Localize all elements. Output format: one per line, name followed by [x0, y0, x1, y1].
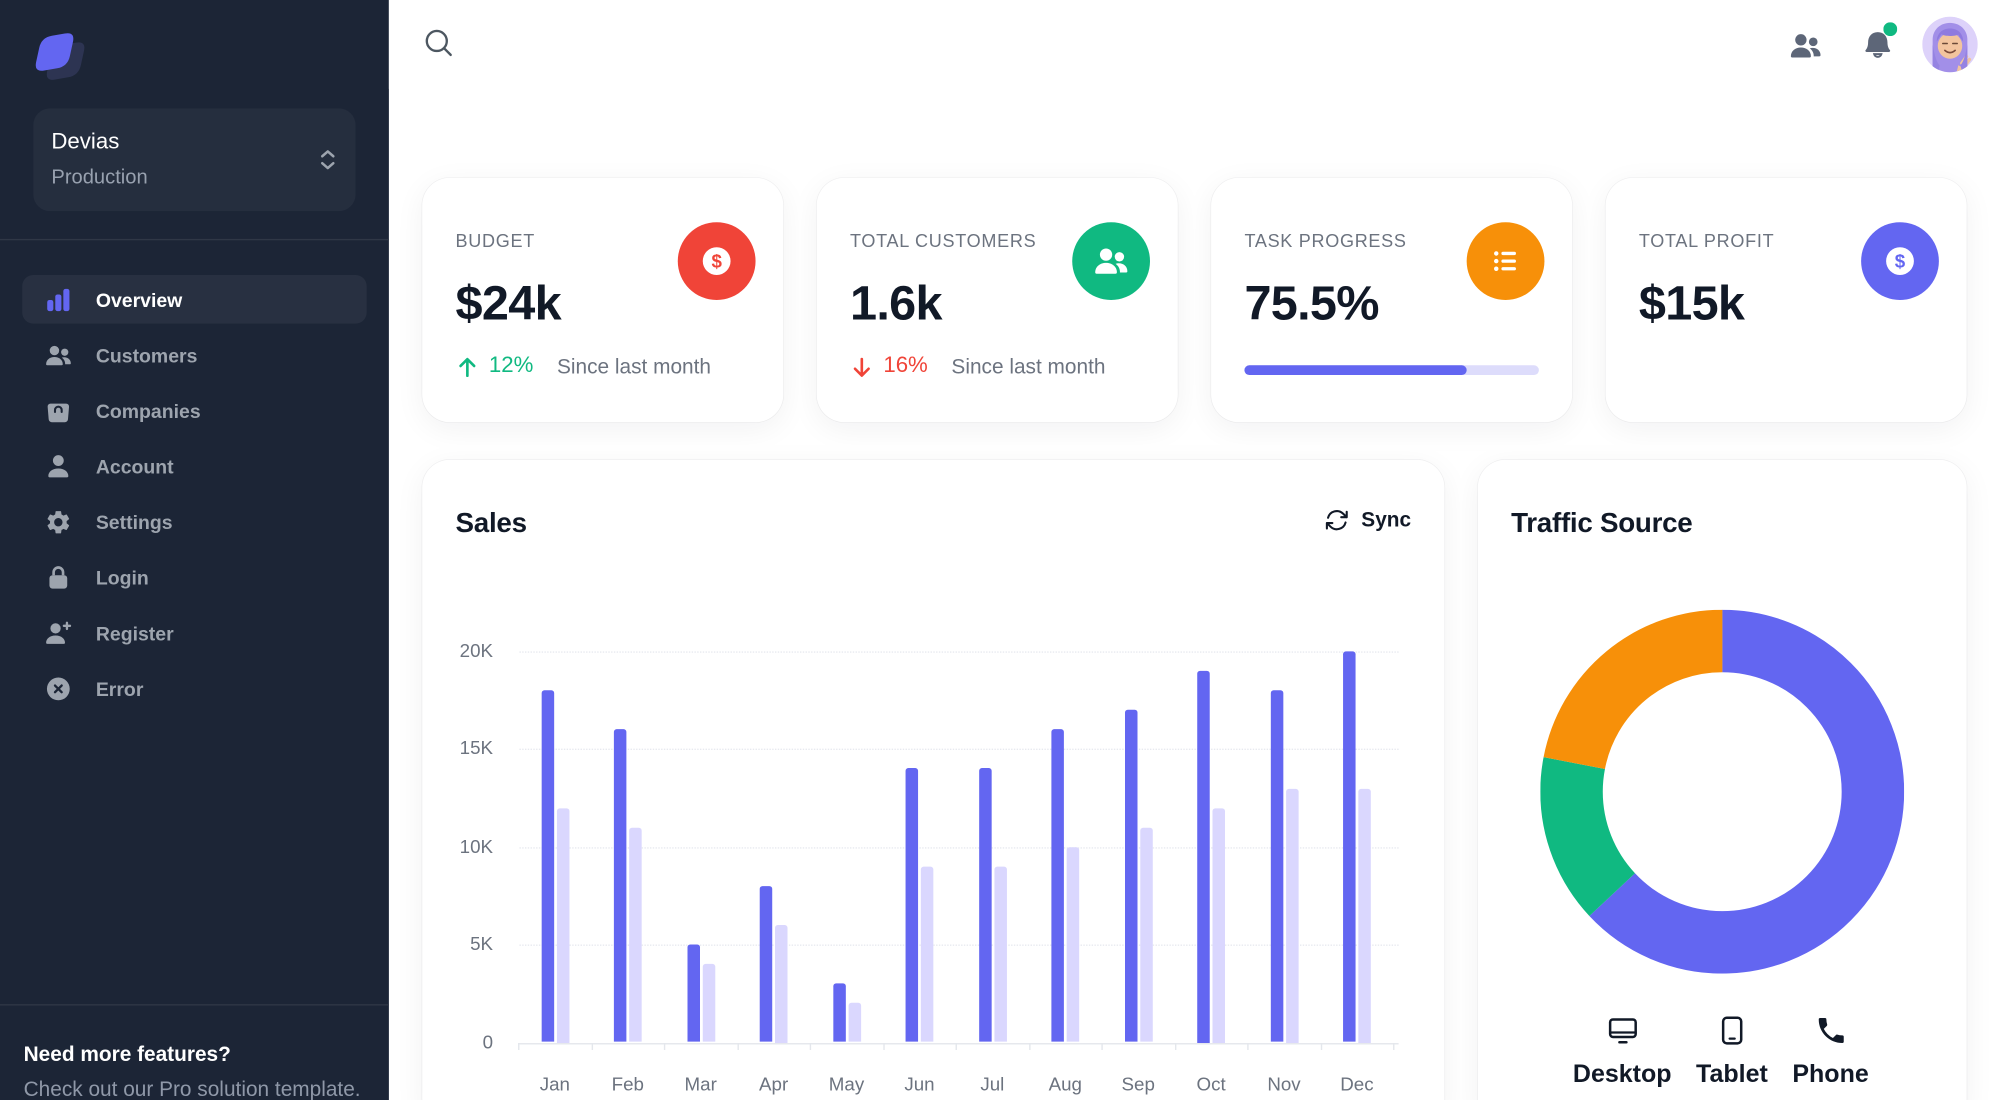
svg-text:$: $ [1895, 251, 1906, 272]
svg-text:$: $ [711, 251, 722, 272]
